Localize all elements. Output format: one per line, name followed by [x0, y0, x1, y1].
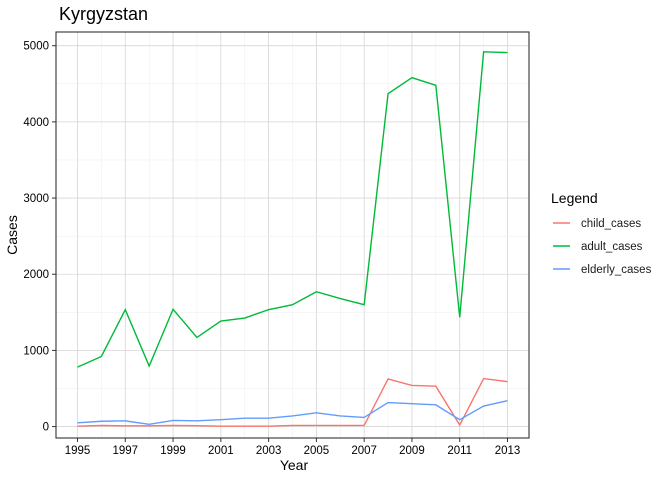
- x-axis-title: Year: [280, 457, 309, 473]
- series-line-elderly-cases: [77, 399, 508, 425]
- series-line-adult-cases: [77, 51, 508, 368]
- y-tick-label: 3000: [23, 193, 49, 205]
- grid-lines: [56, 32, 529, 438]
- x-tick-label: 1995: [65, 445, 91, 457]
- y-axis-title: Cases: [4, 215, 20, 255]
- series-lines: [77, 51, 508, 427]
- x-tick-label: 2009: [399, 445, 425, 457]
- y-axis: 0 1000 2000 3000 4000 5000: [23, 41, 56, 434]
- legend-label-elderly-cases: elderly_cases: [581, 264, 652, 276]
- plot-panel: [55, 31, 530, 439]
- x-tick-label: 2013: [495, 445, 521, 457]
- legend-label-adult-cases: adult_cases: [581, 241, 643, 253]
- x-tick-label: 2007: [351, 445, 377, 457]
- x-tick-label: 2003: [256, 445, 282, 457]
- series-line-child-cases: [77, 377, 508, 427]
- x-tick-label: 1997: [112, 445, 138, 457]
- x-tick-label: 2011: [447, 445, 472, 457]
- y-tick-label: 0: [43, 422, 49, 434]
- x-axis: 1995 1997 1999 2001 2003 2005 2007 2009 2011 2013: [65, 438, 521, 457]
- y-tick-label: 2000: [23, 269, 49, 281]
- y-tick-label: 1000: [23, 345, 49, 357]
- y-tick-label: 5000: [23, 41, 49, 53]
- x-tick-label: 1999: [160, 445, 186, 457]
- x-tick-label: 2005: [304, 445, 330, 457]
- y-tick-label: 4000: [23, 117, 49, 129]
- legend: Legend child_cases adult_cases elderly_cas…: [551, 190, 652, 276]
- x-tick-label: 2001: [208, 445, 234, 457]
- legend-title: Legend: [551, 190, 598, 206]
- legend-label-child-cases: child_cases: [581, 218, 641, 230]
- chart-title: Kyrgyzstan: [59, 4, 148, 24]
